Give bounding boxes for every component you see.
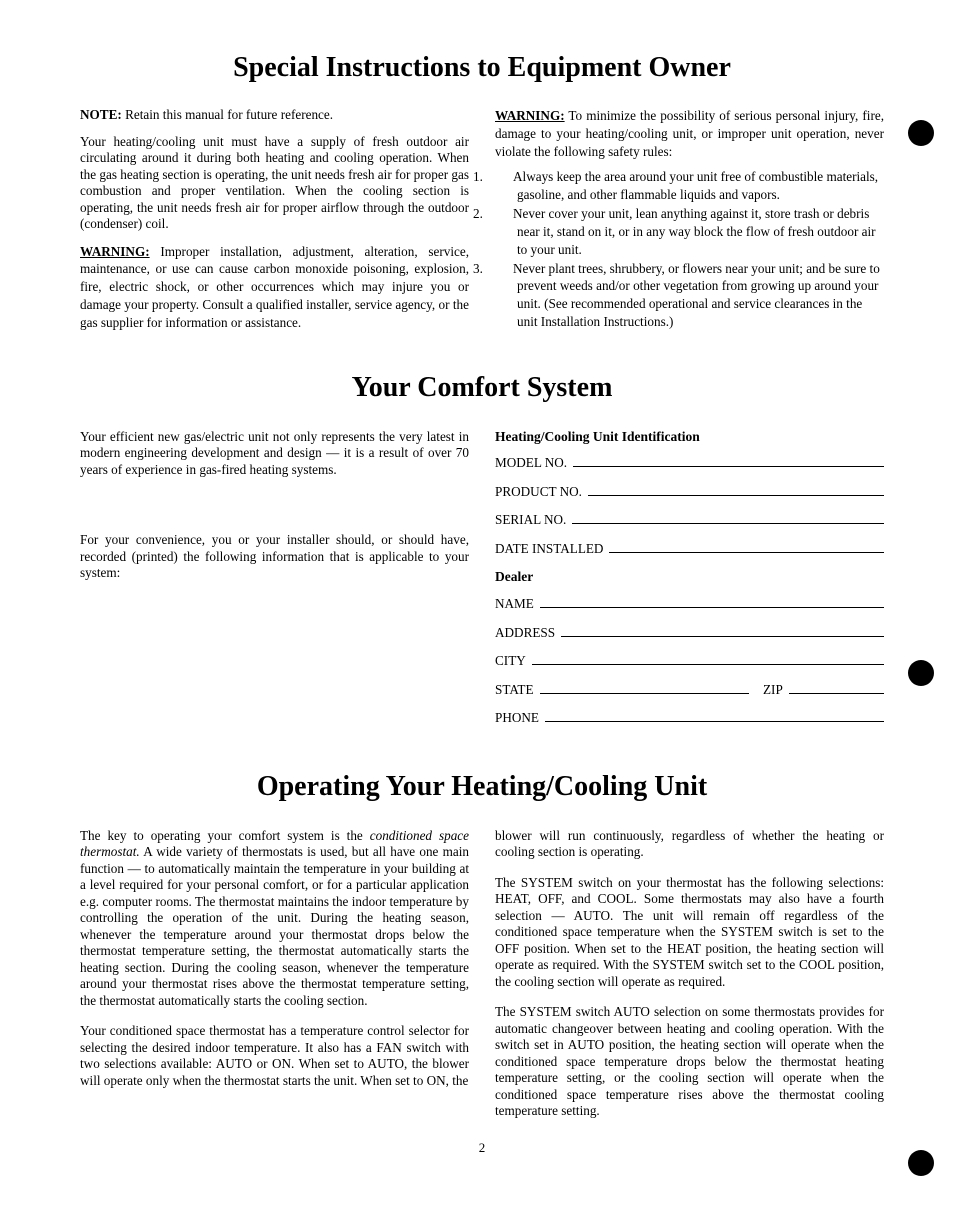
note-paragraph: NOTE: Retain this manual for future refe…	[80, 107, 469, 124]
serial-no-field: SERIAL NO.	[495, 512, 884, 529]
field-label: ADDRESS	[495, 625, 555, 642]
safety-rule-text: Never cover your unit, lean anything aga…	[513, 206, 876, 257]
field-blank[interactable]	[540, 682, 749, 694]
section-title-special-instructions: Special Instructions to Equipment Owner	[80, 50, 884, 85]
warning-box-1: WARNING: Improper installation, adjustme…	[80, 243, 469, 332]
model-no-field: MODEL NO.	[495, 455, 884, 472]
field-label: PRODUCT NO.	[495, 484, 582, 501]
safety-rules-list: 1.Always keep the area around your unit …	[495, 168, 884, 330]
safety-rule-text: Never plant trees, shrubbery, or flowers…	[513, 261, 880, 329]
section-title-operating: Operating Your Heating/Cooling Unit	[80, 769, 884, 804]
field-label: SERIAL NO.	[495, 512, 566, 529]
dealer-heading: Dealer	[495, 569, 884, 586]
field-blank[interactable]	[545, 710, 884, 722]
comfort-intro-p1: Your efficient new gas/electric unit not…	[80, 429, 469, 479]
operating-right-p2: The SYSTEM switch on your thermostat has…	[495, 875, 884, 991]
warning-label: WARNING:	[495, 108, 565, 123]
field-label: CITY	[495, 653, 526, 670]
field-blank[interactable]	[573, 455, 884, 467]
warning-label: WARNING:	[80, 244, 150, 259]
operating-left-p1: The key to operating your comfort system…	[80, 828, 469, 1010]
dealer-city-field: CITY	[495, 653, 884, 670]
field-label: STATE	[495, 682, 534, 699]
dealer-state-zip-field: STATE ZIP	[495, 682, 884, 699]
field-blank[interactable]	[561, 625, 884, 637]
dealer-name-field: NAME	[495, 596, 884, 613]
hole-punch-dot	[908, 660, 934, 686]
field-label: PHONE	[495, 710, 539, 727]
product-no-field: PRODUCT NO.	[495, 484, 884, 501]
field-label: DATE INSTALLED	[495, 541, 603, 558]
operating-left-p2: Your conditioned space thermostat has a …	[80, 1023, 469, 1089]
operating-left-p1-a: The key to operating your comfort system…	[80, 828, 370, 843]
field-blank[interactable]	[572, 512, 884, 524]
field-blank[interactable]	[540, 596, 884, 608]
dealer-address-field: ADDRESS	[495, 625, 884, 642]
field-label: MODEL NO.	[495, 455, 567, 472]
section-title-comfort-system: Your Comfort System	[80, 370, 884, 405]
field-label: NAME	[495, 596, 534, 613]
page-number: 2	[80, 1140, 884, 1156]
dealer-phone-field: PHONE	[495, 710, 884, 727]
unit-identification-heading: Heating/Cooling Unit Identification	[495, 429, 884, 446]
field-blank[interactable]	[609, 541, 884, 553]
field-blank[interactable]	[789, 682, 884, 694]
intro-paragraph: Your heating/cooling unit must have a su…	[80, 134, 469, 233]
safety-rule-item: 1.Always keep the area around your unit …	[517, 168, 884, 204]
hole-punch-dot	[908, 120, 934, 146]
hole-punch-dot	[908, 1150, 934, 1176]
safety-rule-text: Always keep the area around your unit fr…	[513, 169, 878, 202]
safety-rule-item: 3.Never plant trees, shrubbery, or flowe…	[517, 260, 884, 331]
warning-box-2: WARNING: To minimize the possibility of …	[495, 107, 884, 160]
note-label: NOTE:	[80, 107, 122, 122]
field-label: ZIP	[763, 682, 783, 699]
operating-left-p1-b: A wide variety of thermostats is used, b…	[80, 844, 469, 1008]
date-installed-field: DATE INSTALLED	[495, 541, 884, 558]
field-blank[interactable]	[588, 484, 884, 496]
note-text: Retain this manual for future reference.	[122, 107, 333, 122]
operating-right-p1: blower will run continuously, regardless…	[495, 828, 884, 861]
safety-rule-item: 2.Never cover your unit, lean anything a…	[517, 205, 884, 258]
operating-right-p3: The SYSTEM switch AUTO selection on some…	[495, 1004, 884, 1120]
comfort-intro-p2: For your convenience, you or your instal…	[80, 532, 469, 582]
field-blank[interactable]	[532, 653, 884, 665]
